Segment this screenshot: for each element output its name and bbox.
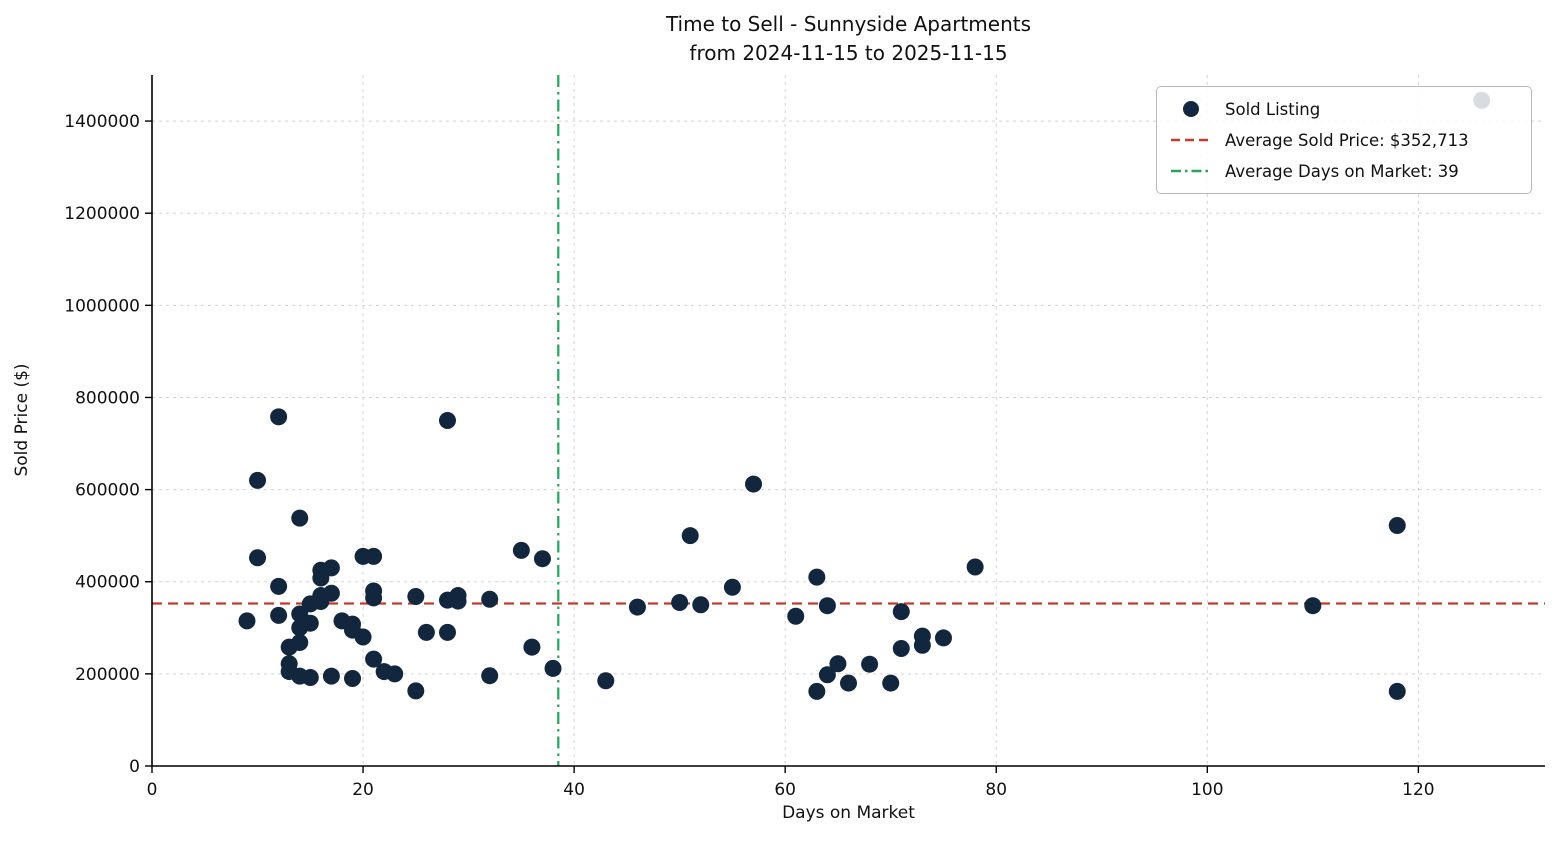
y-tick-label: 800000 (75, 388, 140, 408)
data-point (249, 471, 267, 489)
dashed-line-legend-marker (1171, 138, 1211, 142)
data-point (829, 655, 847, 673)
data-point (882, 674, 900, 692)
data-point (438, 412, 456, 429)
data-point (481, 590, 499, 608)
legend-label: Average Sold Price: $352,713 (1225, 130, 1469, 150)
y-tick-label: 1400000 (64, 112, 140, 132)
data-point (723, 578, 741, 596)
data-point (291, 634, 309, 652)
data-point (322, 667, 340, 685)
data-point (365, 547, 383, 565)
data-point (913, 636, 931, 654)
x-tick-label: 120 (1402, 780, 1434, 800)
data-point (597, 672, 615, 690)
data-point (808, 682, 826, 700)
data-point (808, 568, 826, 586)
data-point (1388, 682, 1406, 700)
data-point (270, 606, 288, 624)
legend-item: Average Days on Market: 39 (1169, 158, 1519, 184)
y-tick-label: 200000 (75, 665, 140, 685)
chart-title-block: Time to Sell - Sunnyside Apartments from… (152, 10, 1545, 68)
x-tick-label: 0 (147, 780, 158, 800)
data-point (291, 509, 309, 527)
data-point (787, 607, 805, 625)
data-point (438, 623, 456, 641)
data-point (692, 596, 710, 614)
y-axis-label: Sold Price ($) (12, 363, 32, 477)
legend-label: Average Days on Market: 39 (1225, 161, 1459, 181)
data-point (344, 669, 362, 687)
y-tick-label: 0 (129, 757, 140, 777)
data-point (386, 665, 404, 683)
data-point (892, 640, 910, 658)
data-point (407, 587, 425, 605)
chart-subtitle: from 2024-11-15 to 2025-11-15 (689, 41, 1008, 65)
data-point (533, 550, 551, 568)
data-point (365, 589, 383, 607)
x-tick-label: 40 (563, 780, 585, 800)
data-point (818, 597, 836, 615)
x-axis-label: Days on Market (782, 803, 915, 823)
dashdot-line-legend-marker (1171, 169, 1211, 173)
data-point (671, 593, 689, 611)
data-point (523, 638, 541, 656)
x-tick-label: 60 (774, 780, 796, 800)
data-point (745, 475, 763, 493)
dot-legend-marker (1183, 101, 1199, 117)
y-tick-label: 600000 (75, 481, 140, 501)
data-point (322, 584, 340, 602)
y-tick-label: 1000000 (64, 296, 140, 316)
data-point (407, 682, 425, 700)
data-point (354, 628, 372, 646)
data-point (417, 623, 435, 641)
data-point (449, 592, 467, 610)
data-point (934, 629, 952, 647)
y-tick-label: 1200000 (64, 204, 140, 224)
legend: Sold Listing Average Sold Price: $352,713… (1156, 86, 1532, 194)
x-tick-label: 80 (985, 780, 1007, 800)
data-point (481, 667, 499, 685)
data-point (681, 527, 699, 545)
data-point (628, 598, 646, 616)
legend-item: Average Sold Price: $352,713 (1169, 127, 1519, 153)
data-point (301, 614, 319, 632)
data-point (312, 569, 330, 587)
data-point (1388, 517, 1406, 535)
chart-title: Time to Sell - Sunnyside Apartments (665, 12, 1032, 36)
data-point (861, 655, 879, 673)
data-point (249, 549, 267, 567)
data-point (270, 577, 288, 595)
legend-item: Sold Listing (1169, 96, 1519, 122)
data-point (818, 666, 836, 684)
data-point (270, 408, 288, 426)
legend-label: Sold Listing (1225, 99, 1321, 119)
x-tick-label: 100 (1191, 780, 1223, 800)
x-tick-label: 20 (352, 780, 374, 800)
data-point (238, 612, 256, 630)
data-point (544, 659, 562, 677)
data-point (512, 541, 530, 559)
data-point (966, 558, 984, 576)
data-point (365, 650, 383, 668)
data-point (892, 603, 910, 621)
data-point (840, 674, 857, 692)
data-point (1304, 597, 1322, 615)
data-point (301, 669, 319, 687)
y-tick-label: 400000 (75, 573, 140, 593)
data-point (322, 559, 340, 577)
